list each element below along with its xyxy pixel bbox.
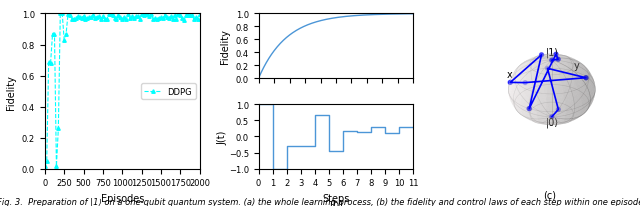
Text: (c): (c) [543, 190, 556, 200]
Y-axis label: J(t): J(t) [218, 130, 227, 144]
Text: (b): (b) [329, 198, 343, 206]
Text: Fig. 3.  Preparation of |1⟩ on a one-qubit quantum system. (a) the whole learnin: Fig. 3. Preparation of |1⟩ on a one-qubi… [0, 197, 640, 206]
DDPG [179, 18, 186, 21]
DDPG [41, 165, 49, 167]
Legend: DDPG: DDPG [141, 84, 196, 99]
DDPG [141, 14, 149, 16]
Y-axis label: Fidelity: Fidelity [220, 29, 230, 64]
DDPG [130, 18, 138, 20]
DDPG [159, 18, 167, 20]
X-axis label: Episodes: Episodes [100, 193, 144, 203]
X-axis label: Steps: Steps [323, 193, 349, 203]
DDPG [184, 15, 192, 18]
Line: DDPG: DDPG [43, 13, 202, 168]
DDPG [52, 165, 60, 167]
Y-axis label: Fidelity: Fidelity [6, 74, 16, 109]
DDPG [171, 14, 179, 17]
DDPG [56, 13, 64, 16]
DDPG [196, 14, 204, 16]
